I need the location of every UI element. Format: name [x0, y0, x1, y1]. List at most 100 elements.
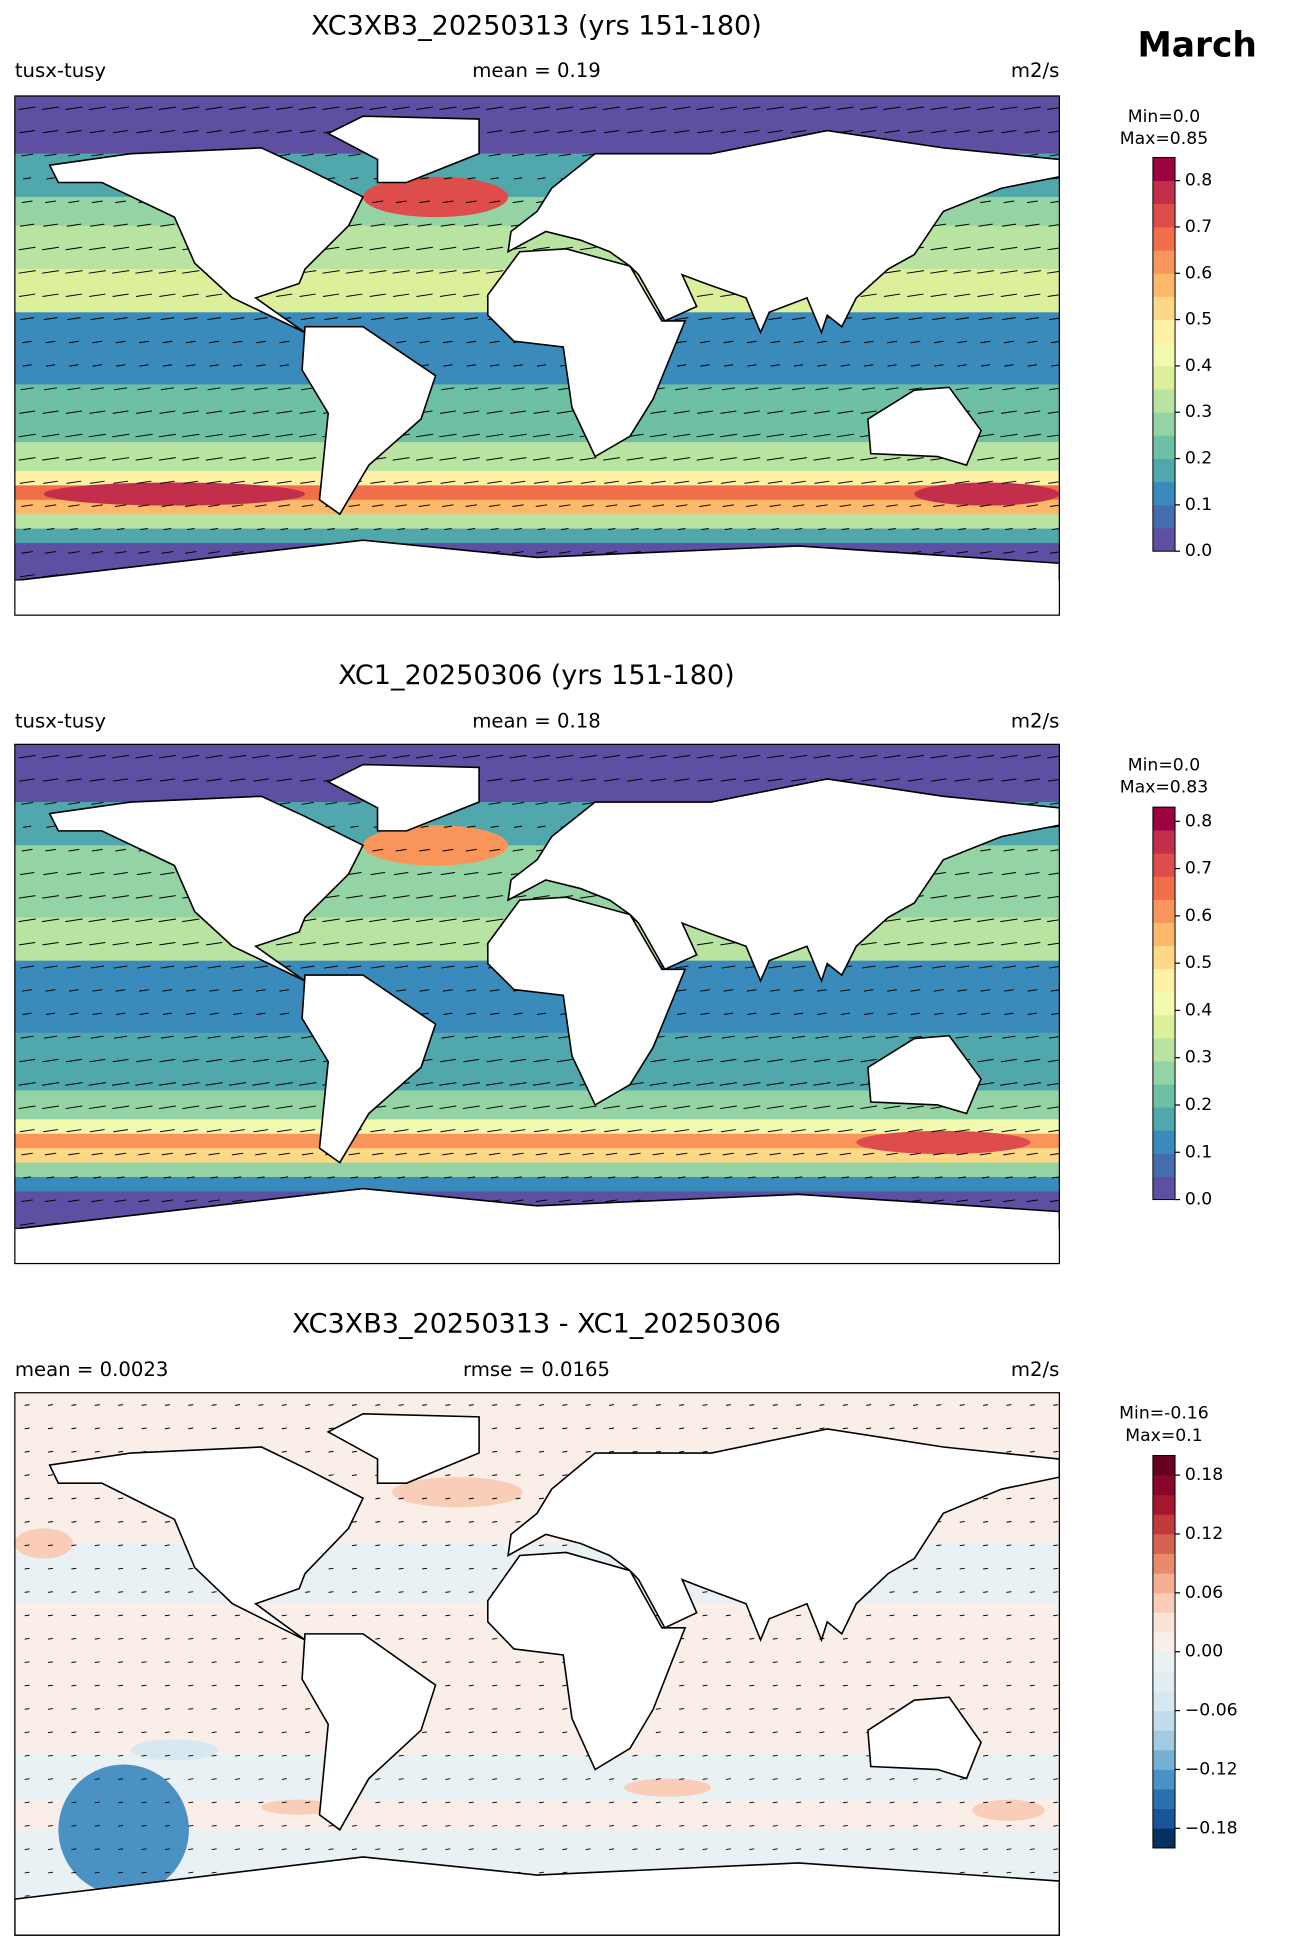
- field-band: [14, 1799, 1060, 1831]
- field-band: [14, 1133, 1060, 1149]
- colorbar-swatch: [1152, 1130, 1176, 1154]
- colorbar-swatch: [1152, 481, 1176, 506]
- colorbar-swatch: [1152, 389, 1176, 413]
- land: [301, 325, 437, 516]
- map: [14, 95, 1060, 616]
- colorbar-swatch: [1152, 1037, 1176, 1062]
- colorbar-tick-label: 0.1: [1185, 495, 1212, 515]
- land: [486, 896, 687, 1107]
- units-label: m2/s: [1011, 1358, 1060, 1381]
- colorbar-tick-label: 0.5: [1185, 953, 1212, 973]
- colorbar-swatch: [1152, 991, 1176, 1016]
- field-blob: [130, 1739, 218, 1761]
- colorbar-swatch: [1152, 226, 1176, 251]
- colorbar-swatch: [1152, 1651, 1176, 1672]
- colorbar-swatch: [1152, 1107, 1176, 1131]
- colorbar-tick-label: 0.7: [1185, 217, 1212, 237]
- colorbar-swatch: [1152, 1632, 1176, 1653]
- polar-mask: [14, 580, 1060, 616]
- colorbar-swatch: [1152, 899, 1176, 923]
- colorbar-tick-label: 0.4: [1185, 356, 1212, 376]
- colorbar-tick-label: 0.12: [1185, 1524, 1223, 1544]
- colorbar-swatch: [1152, 180, 1176, 205]
- land: [507, 778, 1060, 984]
- colorbar-tick-label: 0.06: [1185, 1583, 1223, 1603]
- colorbar-swatch: [1152, 1153, 1176, 1177]
- center-label: mean = 0.18: [472, 710, 601, 733]
- colorbar-tick-label: −0.18: [1185, 1818, 1238, 1838]
- field-blob: [624, 1778, 712, 1797]
- land: [48, 147, 365, 334]
- colorbar-swatch: [1152, 1789, 1176, 1810]
- land: [507, 129, 1060, 335]
- colorbar-tick-label: 0.7: [1185, 859, 1212, 879]
- colorbar-tick-label: 0.8: [1185, 811, 1212, 831]
- colorbar-swatch: [1152, 1475, 1176, 1496]
- colorbar-swatch: [1152, 1061, 1176, 1085]
- land: [326, 763, 480, 832]
- colorbar-swatch: [1152, 1749, 1176, 1770]
- vector-arrows: [18, 106, 1060, 601]
- colorbar-tick-label: 0.0: [1185, 541, 1212, 561]
- field-blob: [363, 176, 509, 218]
- colorbar-tick-label: 0.2: [1185, 449, 1212, 469]
- vector-arrows: [18, 754, 1060, 1250]
- map: [14, 1392, 1060, 1936]
- colorbar-swatch: [1152, 1455, 1176, 1476]
- colorbar-swatch: [1152, 342, 1176, 367]
- left-label: tusx-tusy: [15, 59, 107, 82]
- colorbar-min: Min=0.0: [1128, 755, 1200, 775]
- colorbar-swatch: [1152, 504, 1176, 529]
- colorbar-swatch: [1152, 1671, 1176, 1692]
- left-label: mean = 0.0023: [15, 1358, 169, 1381]
- colorbar-tick-label: 0.6: [1185, 263, 1212, 283]
- colorbar-swatch: [1152, 1176, 1176, 1200]
- colorbar-swatch: [1152, 830, 1176, 854]
- land: [301, 1633, 437, 1831]
- colorbar-swatch: [1152, 435, 1176, 459]
- field-blob: [972, 1799, 1045, 1821]
- colorbar-swatch: [1152, 273, 1176, 297]
- colorbar-swatch: [1152, 1828, 1176, 1849]
- colorbar-tick-label: 0.2: [1185, 1095, 1212, 1115]
- field-band: [14, 1177, 1060, 1193]
- colorbar-swatch: [1152, 250, 1176, 274]
- colorbar-tick-label: −0.06: [1185, 1701, 1238, 1721]
- center-label: rmse = 0.0165: [463, 1358, 610, 1381]
- field-blob: [914, 482, 1060, 506]
- colorbar-swatch: [1152, 807, 1176, 831]
- colorbar-swatch: [1152, 1514, 1176, 1535]
- colorbar-swatch: [1152, 157, 1176, 182]
- colorbar-tick-label: 0.3: [1185, 402, 1212, 422]
- land: [486, 1551, 687, 1771]
- land: [301, 974, 437, 1164]
- field-band: [14, 514, 1060, 530]
- map: [14, 744, 1060, 1264]
- colorbar-swatch: [1152, 412, 1176, 436]
- land: [867, 386, 982, 467]
- colorbar-swatch: [1152, 365, 1176, 390]
- colorbar-swatch: [1152, 319, 1176, 344]
- map-frame: [14, 1392, 1061, 1936]
- colorbar-swatch: [1152, 1730, 1176, 1751]
- polar-mask: [14, 1228, 1060, 1264]
- land: [48, 795, 365, 982]
- center-label: mean = 0.19: [472, 59, 601, 82]
- units-label: m2/s: [1011, 59, 1060, 82]
- colorbar-swatch: [1152, 853, 1176, 877]
- panel-title: XC3XB3_20250313 - XC1_20250306: [292, 1309, 781, 1340]
- colorbar-tick-label: 0.0: [1185, 1190, 1212, 1210]
- colorbar-swatch: [1152, 945, 1176, 970]
- land: [326, 115, 480, 184]
- field-band: [14, 528, 1060, 544]
- field-band: [14, 1119, 1060, 1135]
- colorbar-swatch: [1152, 1612, 1176, 1633]
- land: [867, 1034, 982, 1115]
- colorbar-swatch: [1152, 1710, 1176, 1731]
- panel-title: XC3XB3_20250313 (yrs 151-180): [311, 11, 762, 42]
- colorbar-tick-label: 0.1: [1185, 1142, 1212, 1162]
- land: [867, 1696, 982, 1780]
- field-blob: [43, 482, 305, 506]
- map-frame: [14, 95, 1061, 616]
